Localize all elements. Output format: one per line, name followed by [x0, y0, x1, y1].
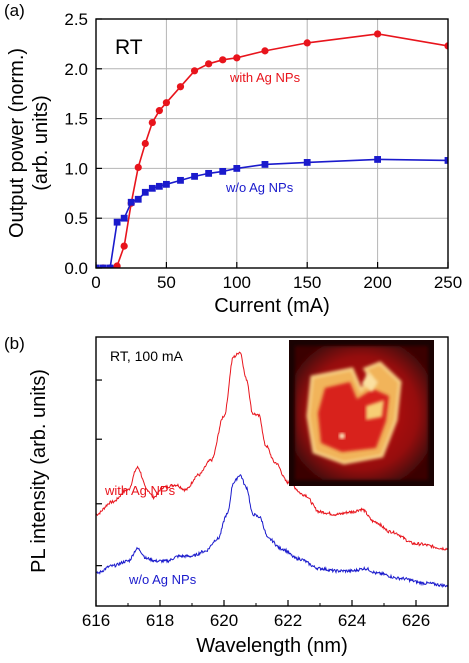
data-point	[127, 198, 135, 206]
data-point	[444, 157, 448, 164]
data-point	[177, 176, 184, 184]
panel-b-corner-text: RT, 100 mA	[110, 348, 184, 364]
y-tick-label: 2.5	[64, 10, 88, 29]
x-tick-label: 200	[363, 273, 391, 292]
data-point	[233, 54, 241, 62]
panel-b-ticks: 616 618 620 622 624 626	[82, 379, 449, 630]
x-tick-label: 618	[146, 611, 174, 630]
data-point	[162, 99, 170, 107]
data-point	[134, 163, 142, 172]
data-point	[261, 47, 269, 55]
data-point	[141, 139, 149, 148]
panel-b: (b) 616 618 620 622 624 626 RT, 100 mA with A…	[4, 334, 449, 657]
data-point	[191, 172, 198, 180]
data-point	[120, 214, 128, 222]
data-point	[99, 264, 107, 268]
x-tick-label: 50	[157, 273, 176, 292]
y-tick-label: 1.0	[64, 159, 88, 178]
panel-b-with-label: with Ag NPs	[104, 483, 176, 498]
x-tick-label: 626	[402, 611, 430, 630]
inset-device-tab	[362, 372, 378, 392]
panel-a: (a) 0 50 100 150 200 250 0.0 0.5 1.0 1.5 2.0 2.5 RT…	[4, 1, 462, 317]
panel-a-frame	[95, 18, 449, 269]
data-point	[303, 39, 311, 47]
panel-b-ylabel: PL intensity (arb. units)	[28, 369, 50, 573]
x-tick-label: 100	[223, 273, 251, 292]
data-point	[141, 188, 149, 196]
panel-a-corner-text: RT	[115, 36, 143, 59]
data-point	[134, 195, 142, 203]
data-point	[219, 167, 227, 175]
panel-a-with-label: with Ag NPs	[229, 70, 301, 85]
data-point	[219, 56, 227, 64]
spectrum-line-1	[96, 474, 448, 589]
data-point	[374, 30, 382, 38]
data-point	[113, 262, 121, 268]
panel-a-xlabel: Current (mA)	[214, 295, 330, 317]
data-point	[148, 184, 156, 192]
data-point	[205, 169, 213, 177]
panel-b-series	[96, 351, 448, 589]
inset-device-contact	[366, 400, 384, 420]
x-tick-label: 150	[293, 273, 321, 292]
x-tick-label: 0	[91, 273, 100, 292]
data-point	[444, 42, 448, 50]
panel-a-ylabel-line1: Output power (norm.)	[6, 48, 28, 238]
spectrum-line-0	[96, 351, 448, 551]
panel-b-without-label: w/o Ag NPs	[128, 572, 197, 587]
panel-a-without-label: w/o Ag NPs	[225, 180, 294, 195]
data-point	[96, 264, 100, 268]
x-tick-label: 620	[210, 611, 238, 630]
data-point	[205, 60, 213, 68]
panel-a-label: (a)	[4, 1, 25, 20]
y-tick-label: 0.0	[64, 259, 88, 278]
data-point	[303, 159, 311, 166]
panel-a-ticks: 0 50 100 150 200 250 0.0 0.5 1.0 1.5 2.0 2.5	[64, 10, 462, 292]
y-tick-label: 1.5	[64, 110, 88, 129]
data-point	[155, 107, 163, 115]
data-point	[190, 67, 199, 75]
x-tick-label: 624	[338, 611, 366, 630]
panel-b-frame	[95, 336, 449, 607]
x-tick-label: 616	[82, 611, 110, 630]
data-point	[113, 218, 121, 226]
data-point	[155, 182, 163, 190]
x-tick-label: 622	[274, 611, 302, 630]
panel-a-series	[96, 30, 448, 268]
data-point	[261, 161, 269, 168]
data-point	[106, 264, 114, 268]
panel-b-xlabel: Wavelength (nm)	[196, 635, 348, 657]
y-tick-label: 2.0	[64, 60, 88, 79]
data-point	[233, 165, 241, 172]
x-tick-label: 250	[434, 273, 462, 292]
inset-emission-image	[289, 340, 434, 486]
data-point	[176, 83, 185, 91]
data-point	[163, 180, 170, 188]
inset-hotspot	[339, 433, 345, 439]
data-point	[148, 118, 156, 127]
panel-b-label: (b)	[4, 334, 25, 353]
y-tick-label: 0.5	[64, 209, 88, 228]
data-point	[374, 156, 381, 163]
panel-a-ylabel-line2: (arb. units)	[30, 95, 52, 191]
data-point	[120, 242, 128, 250]
inset-device-inner	[318, 382, 389, 452]
series-line-1	[96, 158, 448, 268]
